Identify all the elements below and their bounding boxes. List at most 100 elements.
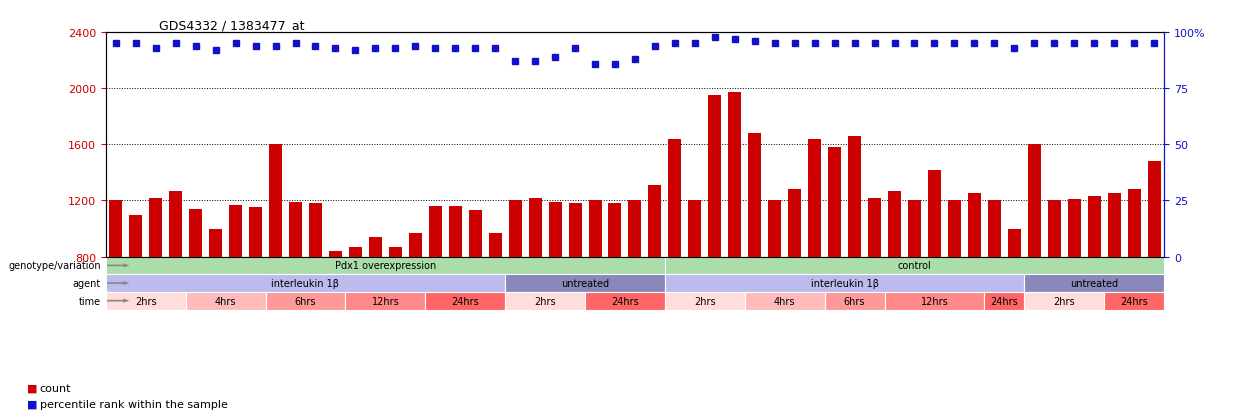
Text: 24hrs: 24hrs	[452, 296, 479, 306]
Bar	[1025, 275, 1164, 292]
Text: 2hrs: 2hrs	[534, 296, 557, 306]
Bar	[169, 191, 182, 257]
Bar	[509, 201, 522, 257]
Bar	[665, 292, 745, 310]
Bar	[745, 292, 824, 310]
Text: 24hrs: 24hrs	[991, 296, 1018, 306]
Bar	[808, 140, 822, 257]
Text: 12hrs: 12hrs	[371, 296, 400, 306]
Bar	[649, 185, 661, 257]
Bar	[868, 198, 881, 257]
Bar	[888, 191, 901, 257]
Bar	[369, 237, 382, 257]
Bar	[589, 201, 601, 257]
Bar	[828, 148, 842, 257]
Bar	[289, 202, 303, 257]
Text: ■: ■	[27, 399, 37, 409]
Bar	[908, 201, 921, 257]
Bar	[1108, 194, 1120, 257]
Bar	[884, 292, 985, 310]
Bar	[349, 247, 362, 257]
Text: ■: ■	[27, 383, 37, 393]
Text: agent: agent	[72, 278, 101, 288]
Bar	[824, 292, 884, 310]
Bar	[665, 275, 1025, 292]
Bar	[1068, 199, 1081, 257]
Bar	[629, 201, 641, 257]
Bar	[669, 140, 681, 257]
Text: 24hrs: 24hrs	[1120, 296, 1148, 306]
Text: 6hrs: 6hrs	[844, 296, 865, 306]
Bar	[728, 93, 741, 257]
Bar	[249, 208, 261, 257]
Text: 2hrs: 2hrs	[1053, 296, 1074, 306]
Text: 12hrs: 12hrs	[920, 296, 949, 306]
Bar	[848, 137, 862, 257]
Text: untreated: untreated	[1071, 278, 1118, 288]
Bar	[505, 292, 585, 310]
Bar	[408, 233, 422, 257]
Bar	[189, 209, 202, 257]
Bar	[585, 292, 665, 310]
Text: percentile rank within the sample: percentile rank within the sample	[40, 399, 228, 409]
Bar	[468, 211, 482, 257]
Text: 4hrs: 4hrs	[774, 296, 796, 306]
Text: interleukin 1β: interleukin 1β	[271, 278, 340, 288]
Bar	[505, 275, 665, 292]
Text: interleukin 1β: interleukin 1β	[810, 278, 879, 288]
Bar	[426, 292, 505, 310]
Bar	[987, 201, 1001, 257]
Bar	[788, 190, 802, 257]
Text: control: control	[898, 261, 931, 271]
Bar	[1008, 229, 1021, 257]
Text: 24hrs: 24hrs	[611, 296, 639, 306]
Bar	[569, 204, 581, 257]
Bar	[329, 252, 342, 257]
Bar	[209, 229, 222, 257]
Text: genotype/variation: genotype/variation	[9, 261, 101, 271]
Bar	[149, 198, 162, 257]
Bar	[1048, 201, 1061, 257]
Bar	[748, 134, 761, 257]
Bar	[1128, 190, 1140, 257]
Text: untreated: untreated	[561, 278, 609, 288]
Bar	[269, 145, 283, 257]
Bar	[967, 194, 981, 257]
Bar	[609, 204, 621, 257]
Bar	[106, 292, 186, 310]
Bar	[106, 257, 665, 275]
Text: count: count	[40, 383, 71, 393]
Bar	[549, 202, 561, 257]
Bar	[110, 201, 122, 257]
Bar	[489, 233, 502, 257]
Bar	[186, 292, 265, 310]
Text: 4hrs: 4hrs	[215, 296, 237, 306]
Bar	[1148, 162, 1160, 257]
Bar	[265, 292, 345, 310]
Bar	[345, 292, 426, 310]
Bar	[947, 201, 961, 257]
Text: 2hrs: 2hrs	[134, 296, 157, 306]
Bar	[768, 201, 781, 257]
Bar	[1025, 292, 1104, 310]
Bar	[985, 292, 1025, 310]
Bar	[428, 206, 442, 257]
Text: GDS4332 / 1383477_at: GDS4332 / 1383477_at	[159, 19, 304, 32]
Bar	[1088, 197, 1101, 257]
Bar	[529, 198, 542, 257]
Bar	[448, 206, 462, 257]
Bar	[106, 275, 505, 292]
Bar	[388, 247, 402, 257]
Bar	[688, 201, 701, 257]
Bar	[129, 215, 142, 257]
Text: time: time	[78, 296, 101, 306]
Bar	[1104, 292, 1164, 310]
Text: Pdx1 overexpression: Pdx1 overexpression	[335, 261, 436, 271]
Text: 2hrs: 2hrs	[693, 296, 716, 306]
Bar	[1028, 145, 1041, 257]
Bar	[928, 170, 941, 257]
Text: 6hrs: 6hrs	[295, 296, 316, 306]
Bar	[229, 205, 242, 257]
Bar	[665, 257, 1164, 275]
Bar	[309, 204, 322, 257]
